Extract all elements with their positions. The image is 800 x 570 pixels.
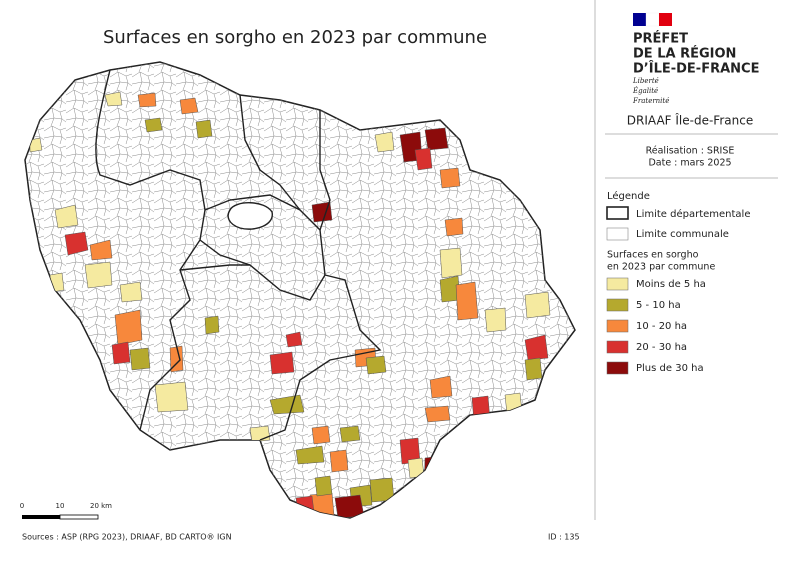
scale-bar: 0 10 20 km: [20, 502, 112, 520]
legend-title: Légende: [607, 190, 650, 202]
legend-boundary: Limite départementale: [636, 208, 751, 220]
commune-patch: [285, 331, 303, 348]
realisation: Réalisation : SRISE: [646, 146, 735, 157]
legend-label: Moins de 5 ha: [636, 279, 706, 290]
legend-class-title: Surfaces en sorgho: [607, 250, 699, 261]
commune-patch: [429, 375, 453, 399]
commune-patch: [309, 492, 335, 518]
commune-patch: [314, 475, 333, 497]
legend-boundary: Limite communale: [636, 229, 729, 240]
commune-patch: [365, 355, 387, 375]
legend-swatch: [606, 277, 629, 291]
legend-swatch: [606, 361, 629, 375]
map-title: Surfaces en sorgho en 2023 par commune: [103, 27, 487, 48]
commune-patch: [54, 204, 79, 229]
commune-patch: [154, 381, 189, 413]
commune-patch: [64, 231, 89, 256]
commune-patch: [114, 309, 143, 346]
commune-patch: [119, 281, 143, 303]
motto: Égalité: [632, 86, 658, 95]
commune-patch: [524, 357, 543, 381]
commune-patch: [424, 405, 451, 423]
commune-patch: [111, 341, 131, 365]
commune-patch: [439, 247, 463, 279]
commune-patch: [369, 477, 395, 503]
scale-label: 0: [20, 502, 24, 510]
commune-patch: [195, 119, 213, 139]
commune-patch: [84, 261, 113, 289]
commune-patch: [484, 307, 507, 333]
commune-patch: [104, 91, 123, 107]
date: Date : mars 2025: [648, 158, 731, 169]
commune-patch: [455, 281, 479, 321]
motto: Fraternité: [632, 97, 669, 105]
commune-patch: [439, 167, 461, 189]
commune-patch: [269, 394, 305, 415]
prefet: D’ÎLE-DE-FRANCE: [633, 61, 759, 77]
commune-patch: [269, 351, 295, 375]
legend-class-title: en 2023 par commune: [607, 262, 715, 273]
commune-patch: [423, 455, 443, 489]
commune-patch: [295, 445, 325, 465]
commune-patch: [169, 345, 184, 373]
commune-patch: [29, 137, 43, 153]
org: DRIAAF Île-de-France: [627, 113, 753, 128]
commune-patch: [524, 334, 549, 361]
commune-patch: [329, 449, 349, 473]
scale-label: 10: [56, 502, 65, 510]
commune-patch: [339, 425, 361, 443]
map-id: ID : 135: [548, 533, 580, 542]
commune-patch: [204, 315, 220, 335]
commune-patch: [414, 147, 433, 171]
legend-label: 20 - 30 ha: [636, 342, 687, 353]
legend-label: 10 - 20 ha: [636, 321, 687, 332]
commune-patch: [424, 127, 449, 151]
commune-patch: [129, 347, 151, 371]
legend-label: Plus de 30 ha: [636, 363, 704, 374]
scale-label: 20 km: [90, 502, 112, 510]
logo: [633, 12, 672, 27]
legend-swatch: [606, 319, 629, 333]
commune-patch: [295, 495, 315, 515]
commune-patch: [89, 239, 113, 261]
commune-patch: [471, 395, 491, 423]
commune-patch: [144, 117, 163, 133]
motto: Liberté: [632, 77, 659, 85]
commune-patch: [444, 217, 464, 237]
prefet: PRÉFET: [633, 31, 688, 47]
legend-label: 5 - 10 ha: [636, 300, 681, 311]
commune-patch: [279, 502, 299, 518]
commune-patch: [179, 97, 199, 115]
commune-patch: [137, 92, 157, 108]
commune-patch: [524, 291, 551, 319]
legend-swatch: [606, 298, 629, 312]
commune-patch: [311, 425, 331, 445]
sources: Sources : ASP (RPG 2023), DRIAAF, BD CAR…: [22, 533, 232, 542]
region-map: [24, 61, 576, 519]
commune-patch: [407, 457, 425, 479]
legend-swatch: [606, 340, 629, 354]
prefet: DE LA RÉGION: [633, 46, 736, 62]
commune-patch: [374, 131, 395, 153]
